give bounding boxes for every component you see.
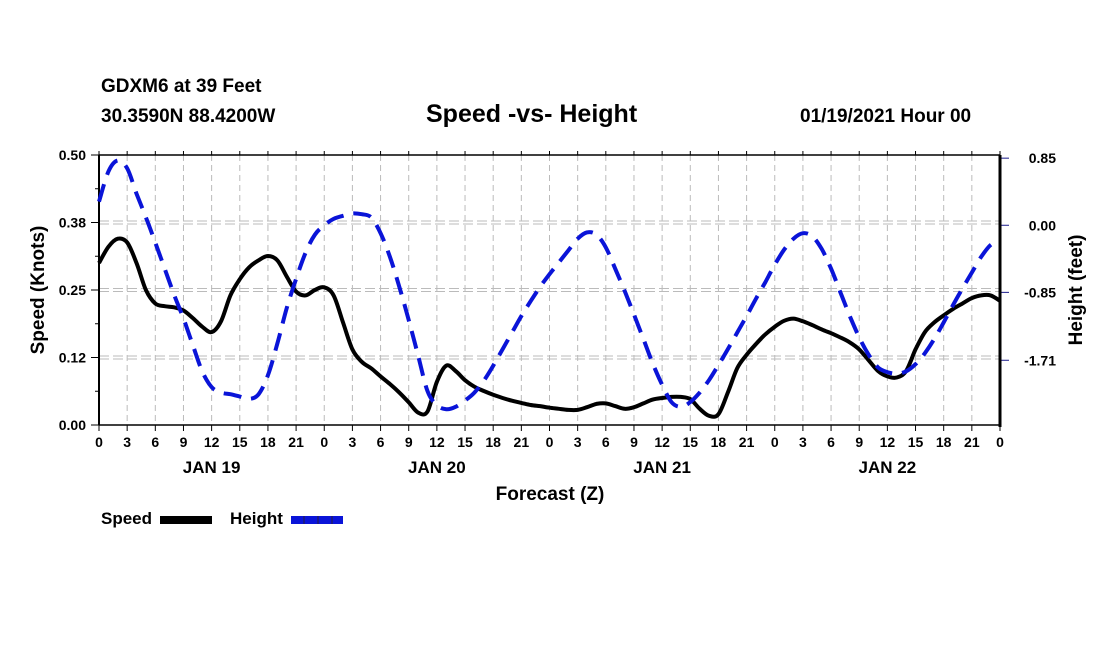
y2-axis-title: Height (feet) [1066,235,1087,346]
chart-title: Speed -vs- Height [426,100,638,128]
x-tick-label: 15 [232,434,248,450]
x-tick-label: 12 [204,434,220,450]
y-axis-title: Speed (Knots) [28,226,49,355]
y-tick-label: 0.12 [59,350,86,366]
x-tick-label: 15 [682,434,698,450]
x-tick-label: 12 [880,434,896,450]
day-label: JAN 19 [183,458,241,477]
x-tick-label: 6 [151,434,159,450]
x-tick-label: 18 [485,434,501,450]
x-tick-label: 6 [827,434,835,450]
y-tick-label: 0.50 [59,147,86,163]
day-label: JAN 20 [408,458,466,477]
series-line-height [97,158,1001,412]
x-tick-label: 0 [546,434,554,450]
x-tick-label: 9 [405,434,413,450]
x-tick-label: 6 [602,434,610,450]
x-tick-label: 3 [799,434,807,450]
x-axis-title: Forecast (Z) [496,484,605,505]
y2-tick-label: 0.00 [1029,217,1056,233]
x-tick-label: 12 [429,434,445,450]
day-label: JAN 21 [633,458,691,477]
series-line-speed [97,236,1002,419]
y2-tick-label: 0.85 [1029,150,1056,166]
x-tick-label: 0 [771,434,779,450]
x-tick-label: 18 [936,434,952,450]
y2-tick-label: -1.71 [1024,352,1056,368]
x-tick-label: 21 [514,434,530,450]
y-tick-label: 0.38 [59,215,86,231]
x-tick-label: 9 [180,434,188,450]
x-tick-label: 9 [855,434,863,450]
x-tick-label: 3 [574,434,582,450]
x-tick-label: 9 [630,434,638,450]
legend-height-label: Height [230,509,283,528]
x-tick-label: 21 [964,434,980,450]
axes [91,151,1009,431]
x-tick-label: 18 [711,434,727,450]
coordinates-label: 30.3590N 88.4200W [101,106,276,127]
series-layer [97,158,1002,419]
legend-speed-label: Speed [101,509,153,528]
x-tick-label: 3 [349,434,357,450]
x-tick-label: 21 [739,434,755,450]
y-tick-label: 0.00 [59,417,86,433]
x-tick-label: 0 [95,434,103,450]
tick-labels: 0 3 6 9 12 15 18 21 0 3 6 9 12 15 18 21 0 3 6 9 12 15 18 21 0 3 6 9… [59,147,1056,477]
x-tick-label: 18 [260,434,276,450]
station-label: GDXM6 at 39 Feet [101,76,262,97]
x-tick-label: 15 [908,434,924,450]
x-tick-label: 15 [457,434,473,450]
legend-speed-swatch [160,516,212,524]
day-label: JAN 22 [859,458,917,477]
x-tick-label: 3 [123,434,131,450]
x-tick-label: 12 [654,434,670,450]
x-tick-label: 21 [288,434,304,450]
x-tick-label: 0 [996,434,1004,450]
y2-tick-label: -0.85 [1024,284,1056,300]
forecast-date: 01/19/2021 Hour 00 [800,106,972,127]
x-tick-label: 0 [320,434,328,450]
legend-height-swatch [291,516,343,524]
y-tick-label: 0.25 [59,282,86,298]
x-tick-label: 6 [377,434,385,450]
grid [99,155,1000,425]
